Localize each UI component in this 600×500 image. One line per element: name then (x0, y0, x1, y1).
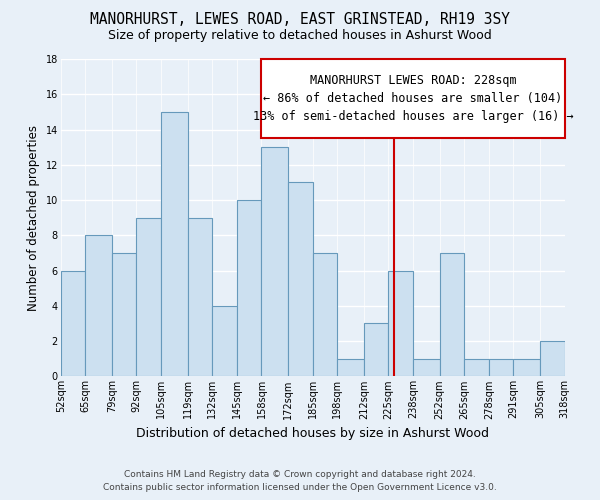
Bar (188, 218, 212, 376)
Bar (489, 359, 514, 376)
FancyBboxPatch shape (262, 59, 565, 138)
Bar (388, 270, 413, 376)
Bar (464, 359, 489, 376)
Bar (262, 147, 288, 376)
Bar (364, 324, 388, 376)
X-axis label: Distribution of detached houses by size in Ashurst Wood: Distribution of detached houses by size … (136, 427, 489, 440)
Bar (288, 182, 313, 376)
Text: MANORHURST LEWES ROAD: 228sqm
← 86% of detached houses are smaller (104)
13% of : MANORHURST LEWES ROAD: 228sqm ← 86% of d… (253, 74, 574, 123)
Text: MANORHURST, LEWES ROAD, EAST GRINSTEAD, RH19 3SY: MANORHURST, LEWES ROAD, EAST GRINSTEAD, … (90, 12, 510, 28)
Bar (85, 236, 112, 376)
Bar (161, 112, 188, 376)
Bar (514, 359, 540, 376)
Bar (413, 359, 440, 376)
Bar (313, 253, 337, 376)
Y-axis label: Number of detached properties: Number of detached properties (27, 124, 40, 310)
Bar (212, 306, 237, 376)
Bar (540, 341, 565, 376)
Bar (61, 270, 85, 376)
Bar (440, 253, 464, 376)
Bar (136, 218, 161, 376)
Bar (337, 359, 364, 376)
Text: Size of property relative to detached houses in Ashurst Wood: Size of property relative to detached ho… (108, 29, 492, 42)
Text: Contains HM Land Registry data © Crown copyright and database right 2024.
Contai: Contains HM Land Registry data © Crown c… (103, 470, 497, 492)
Bar (237, 200, 262, 376)
Bar (112, 253, 136, 376)
